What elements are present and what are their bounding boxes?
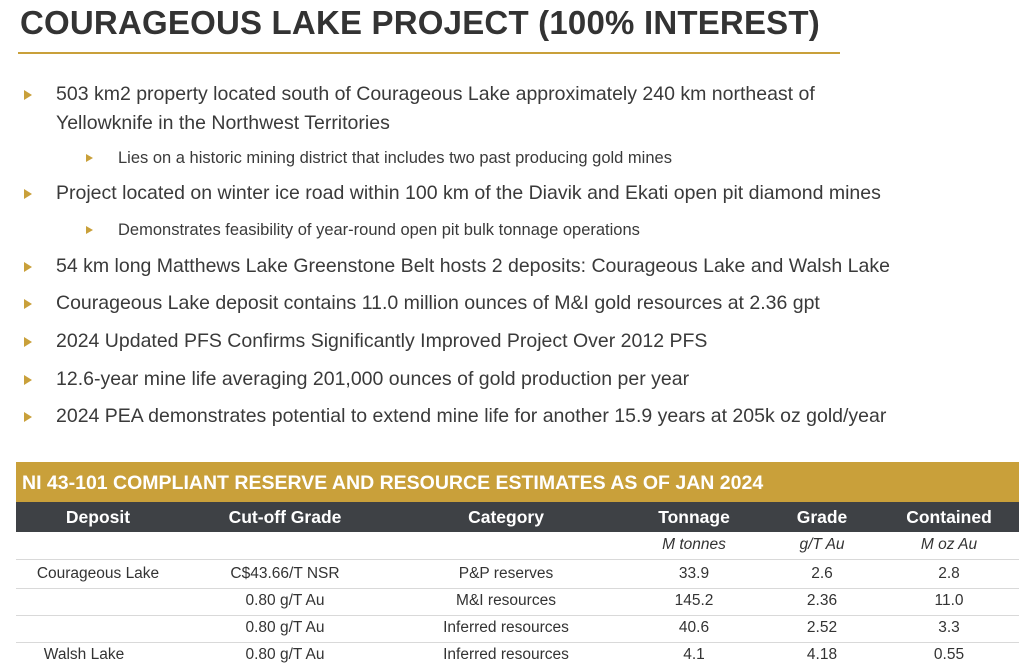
column-header-category: Category xyxy=(468,507,544,527)
bullet-arrow-icon xyxy=(24,337,32,347)
bullet-arrow-icon xyxy=(24,262,32,272)
unit-contained: M oz Au xyxy=(920,536,978,553)
unit-tonnage: M tonnes xyxy=(662,536,726,553)
cell-cutoff-grade: 0.80 g/T Au xyxy=(245,592,325,609)
bullet-arrow-icon xyxy=(24,375,32,385)
column-header-contained: Contained xyxy=(906,507,992,527)
page-title: COURAGEOUS LAKE PROJECT (100% INTEREST) xyxy=(20,4,820,41)
cell-category: Inferred resources xyxy=(443,619,569,636)
bullet-text: Courageous Lake deposit contains 11.0 mi… xyxy=(56,292,820,314)
bullet-arrow-icon xyxy=(24,189,32,199)
sub-bullet-arrow-icon xyxy=(86,226,93,234)
title-underline xyxy=(18,52,840,54)
cell-grade: 2.6 xyxy=(811,565,833,582)
cell-deposit: Walsh Lake xyxy=(43,646,125,663)
column-header-tonnage: Tonnage xyxy=(658,507,730,527)
column-header-grade: Grade xyxy=(796,507,848,527)
cell-contained: 2.8 xyxy=(938,565,960,582)
bullet-arrow-icon xyxy=(24,90,32,100)
column-header-cutoff-grade: Cut-off Grade xyxy=(228,507,342,527)
cell-grade: 4.18 xyxy=(806,646,838,663)
table-row-divider xyxy=(16,615,1019,616)
bullet-text: 54 km long Matthews Lake Greenstone Belt… xyxy=(56,255,890,277)
cell-cutoff-grade: C$43.66/T NSR xyxy=(230,565,340,582)
cell-cutoff-grade: 0.80 g/T Au xyxy=(245,646,325,663)
cell-tonnage: 4.1 xyxy=(683,646,705,663)
column-header-deposit: Deposit xyxy=(65,507,131,527)
bullet-text: 12.6-year mine life averaging 201,000 ou… xyxy=(56,368,690,390)
bullet-arrow-icon xyxy=(24,299,32,309)
bullet-text: 2024 PEA demonstrates potential to exten… xyxy=(56,405,887,427)
cell-grade: 2.52 xyxy=(806,619,838,636)
sub-bullet-arrow-icon xyxy=(86,154,93,162)
unit-grade: g/T Au xyxy=(799,536,845,553)
bullet-text: Project located on winter ice road withi… xyxy=(56,182,881,204)
bullet-text: 2024 Updated PFS Confirms Significantly … xyxy=(56,330,708,352)
cell-tonnage: 145.2 xyxy=(674,592,714,609)
bullet-text-continuation: Yellowknife in the Northwest Territories xyxy=(56,112,390,134)
cell-tonnage: 33.9 xyxy=(678,565,710,582)
table-column-header: Deposit Cut-off Grade Category Tonnage G… xyxy=(16,502,1019,532)
cell-tonnage: 40.6 xyxy=(678,619,710,636)
cell-grade: 2.36 xyxy=(806,592,838,609)
cell-contained: 11.0 xyxy=(934,592,964,609)
sub-bullet-text: Demonstrates feasibility of year-round o… xyxy=(118,221,640,239)
cell-contained: 3.3 xyxy=(938,619,960,636)
cell-category: P&P reserves xyxy=(458,565,554,582)
cell-category: Inferred resources xyxy=(443,646,569,663)
bullet-text: 503 km2 property located south of Courag… xyxy=(56,83,815,105)
bullet-arrow-icon xyxy=(24,412,32,422)
sub-bullet-text: Lies on a historic mining district that … xyxy=(118,149,672,167)
table-title-bar: NI 43-101 COMPLIANT RESERVE AND RESOURCE… xyxy=(16,462,1019,502)
cell-contained: 0.55 xyxy=(933,646,965,663)
cell-category: M&I resources xyxy=(456,592,556,609)
table-title: NI 43-101 COMPLIANT RESERVE AND RESOURCE… xyxy=(22,472,764,494)
table-row-divider xyxy=(16,588,1019,589)
table-row-divider xyxy=(16,642,1019,643)
cell-deposit: Courageous Lake xyxy=(36,565,160,582)
cell-cutoff-grade: 0.80 g/T Au xyxy=(245,619,325,636)
table-divider xyxy=(16,559,1019,560)
